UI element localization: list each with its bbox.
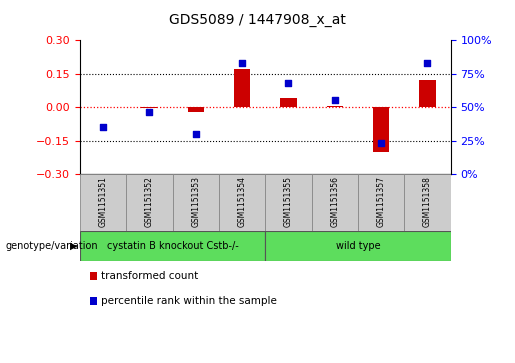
Bar bbox=[419, 80, 436, 107]
Text: GSM1151353: GSM1151353 bbox=[191, 176, 200, 227]
Point bbox=[331, 98, 339, 103]
Text: GSM1151358: GSM1151358 bbox=[423, 176, 432, 227]
Text: GSM1151354: GSM1151354 bbox=[237, 176, 247, 227]
Text: GSM1151352: GSM1151352 bbox=[145, 176, 154, 227]
Text: GSM1151351: GSM1151351 bbox=[98, 176, 108, 227]
Text: GDS5089 / 1447908_x_at: GDS5089 / 1447908_x_at bbox=[169, 13, 346, 27]
Bar bbox=[327, 106, 343, 107]
FancyBboxPatch shape bbox=[265, 231, 451, 261]
Point bbox=[192, 131, 200, 137]
Bar bbox=[187, 107, 204, 111]
FancyBboxPatch shape bbox=[80, 231, 265, 261]
Text: ▶: ▶ bbox=[70, 241, 77, 251]
FancyBboxPatch shape bbox=[358, 174, 404, 231]
Bar bbox=[373, 107, 389, 152]
Bar bbox=[280, 98, 297, 107]
Point bbox=[145, 110, 153, 115]
Bar bbox=[141, 107, 158, 108]
Text: transformed count: transformed count bbox=[101, 271, 198, 281]
FancyBboxPatch shape bbox=[173, 174, 219, 231]
Text: genotype/variation: genotype/variation bbox=[5, 241, 98, 251]
Point bbox=[423, 60, 432, 66]
Text: wild type: wild type bbox=[336, 241, 380, 251]
Text: GSM1151355: GSM1151355 bbox=[284, 176, 293, 227]
Text: GSM1151356: GSM1151356 bbox=[330, 176, 339, 227]
FancyBboxPatch shape bbox=[265, 174, 312, 231]
Text: percentile rank within the sample: percentile rank within the sample bbox=[101, 295, 277, 306]
FancyBboxPatch shape bbox=[219, 174, 265, 231]
FancyBboxPatch shape bbox=[312, 174, 358, 231]
FancyBboxPatch shape bbox=[404, 174, 451, 231]
Bar bbox=[234, 69, 250, 107]
Text: cystatin B knockout Cstb-/-: cystatin B knockout Cstb-/- bbox=[107, 241, 238, 251]
Text: GSM1151357: GSM1151357 bbox=[376, 176, 386, 227]
FancyBboxPatch shape bbox=[80, 174, 126, 231]
Point bbox=[377, 140, 385, 146]
Point bbox=[238, 60, 246, 66]
Point bbox=[284, 80, 293, 86]
FancyBboxPatch shape bbox=[126, 174, 173, 231]
Point bbox=[99, 125, 107, 130]
